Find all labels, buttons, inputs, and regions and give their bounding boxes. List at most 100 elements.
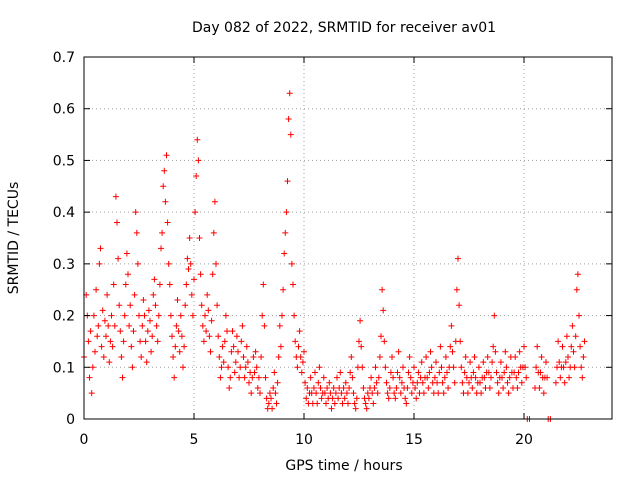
data-point [204, 291, 211, 298]
data-point [383, 379, 390, 386]
grid [84, 57, 612, 419]
data-point [286, 90, 293, 97]
data-point [493, 369, 500, 376]
data-point [125, 271, 131, 278]
data-point [93, 286, 100, 293]
data-point [94, 333, 101, 340]
data-point [164, 219, 171, 226]
data-point [392, 395, 399, 402]
data-point [177, 312, 184, 319]
data-point [199, 322, 206, 329]
data-point [89, 364, 96, 371]
data-point [196, 235, 203, 241]
data-point [436, 369, 443, 376]
data-point [150, 291, 157, 298]
data-point [132, 209, 139, 216]
data-point [505, 390, 512, 397]
data-point [341, 395, 348, 402]
data-point [236, 374, 243, 381]
data-point [178, 333, 185, 340]
data-point [227, 374, 234, 381]
data-point [570, 348, 577, 355]
data-point [513, 374, 520, 381]
data-point [268, 395, 274, 402]
data-point [363, 405, 370, 412]
data-point [329, 395, 336, 402]
data-point [114, 219, 120, 226]
data-point [404, 384, 411, 391]
data-point [537, 369, 544, 376]
data-point [577, 343, 584, 350]
data-point [279, 312, 285, 319]
data-point [339, 400, 346, 407]
data-point [481, 374, 488, 381]
data-point [291, 312, 298, 319]
data-point [181, 343, 188, 350]
data-point [192, 209, 199, 216]
data-point [484, 353, 491, 360]
data-point [326, 379, 333, 386]
data-point [115, 255, 122, 262]
data-point [304, 384, 311, 391]
data-point [386, 384, 393, 391]
data-point [120, 338, 127, 345]
data-point [163, 152, 170, 159]
data-point [518, 379, 525, 386]
data-point [87, 328, 94, 335]
data-point [467, 359, 474, 366]
data-point [138, 353, 145, 360]
data-point [88, 390, 95, 397]
data-point [299, 359, 306, 366]
data-point [420, 390, 427, 397]
data-point [128, 343, 135, 350]
data-point [162, 198, 169, 205]
data-point [373, 379, 380, 386]
data-point [573, 286, 580, 293]
data-point [243, 343, 250, 350]
y-axis-label: SRMTID / TECUs [6, 182, 22, 295]
data-point [533, 364, 540, 371]
data-point [544, 374, 551, 381]
data-point [297, 353, 304, 360]
data-point [445, 384, 452, 391]
data-point [359, 364, 366, 371]
data-point [253, 364, 260, 371]
data-point [220, 359, 227, 366]
data-point [449, 348, 456, 355]
data-point [281, 250, 288, 257]
data-point [117, 328, 124, 335]
data-point [229, 328, 236, 335]
data-point [444, 369, 450, 376]
data-point [122, 281, 129, 288]
data-point [393, 384, 400, 391]
data-point [475, 364, 482, 371]
data-point [500, 384, 507, 391]
data-point [213, 260, 219, 267]
data-point [99, 307, 106, 314]
data-point [262, 374, 269, 381]
x-tick-label: 15 [405, 432, 423, 448]
data-point [560, 364, 567, 371]
data-point [198, 302, 205, 309]
data-point [497, 359, 504, 366]
data-point [96, 260, 103, 267]
data-point [166, 281, 173, 288]
data-point [216, 353, 223, 360]
data-point [195, 157, 202, 164]
data-point [470, 369, 477, 376]
data-point [431, 374, 438, 381]
data-point [169, 333, 175, 340]
data-point [161, 167, 168, 174]
data-point [180, 364, 186, 371]
data-point [495, 390, 502, 397]
data-point [230, 343, 237, 350]
y-tick-label: 0.2 [53, 309, 75, 325]
data-point [578, 364, 585, 371]
data-point [276, 322, 283, 329]
data-point [246, 379, 252, 386]
data-point [324, 384, 331, 391]
data-point [580, 353, 587, 360]
data-point [310, 384, 317, 391]
data-point [200, 338, 207, 345]
data-point [442, 353, 449, 360]
